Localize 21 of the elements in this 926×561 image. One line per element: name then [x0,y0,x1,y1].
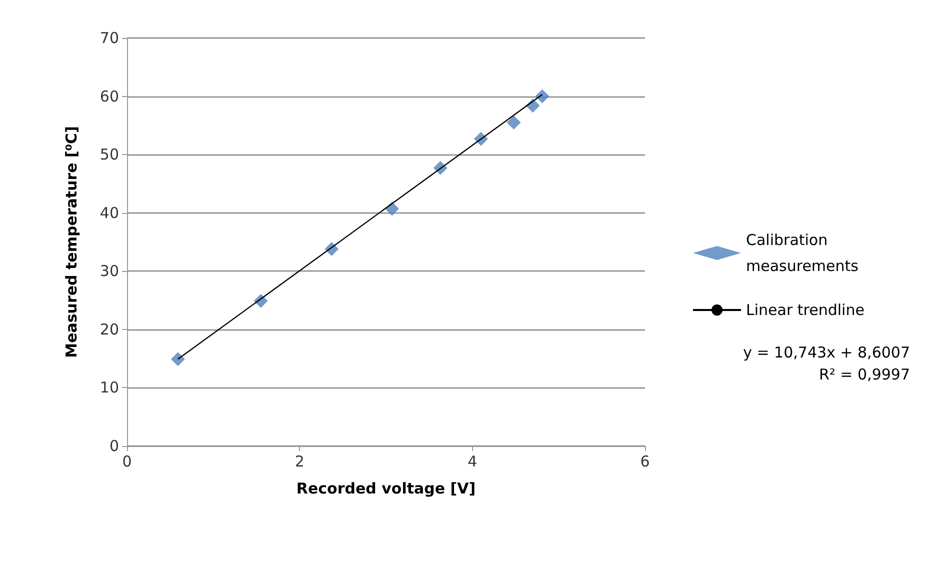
text: R² = 0,9997 [818,366,910,384]
y-tick-label: 0 [109,437,119,455]
text: y = 10,743x + 8,6007 [743,344,910,362]
legend-label: Calibration measurements [746,231,859,275]
x-tick-label: 0 [122,452,132,470]
x-tick-label: 2 [294,452,304,470]
y-tick-label: 60 [100,87,119,106]
point [506,116,521,130]
x-tick-label: 4 [468,452,478,470]
legend-label: Linear trendline [746,301,864,319]
y-tick-label: 40 [100,204,119,222]
y-tick-label: 70 [100,29,119,47]
x-axis-title: Recorded voltage [V] [296,480,476,498]
y-axis-title: Measured temperature [⁰C] [62,126,80,358]
y-tick-label: 10 [100,378,119,397]
point [170,352,185,366]
point [535,89,550,104]
y-tick-label: 20 [100,320,119,338]
x-tick-label: 6 [640,452,650,470]
y-tick-label: 30 [100,262,119,280]
y-tick-label: 50 [100,146,119,164]
